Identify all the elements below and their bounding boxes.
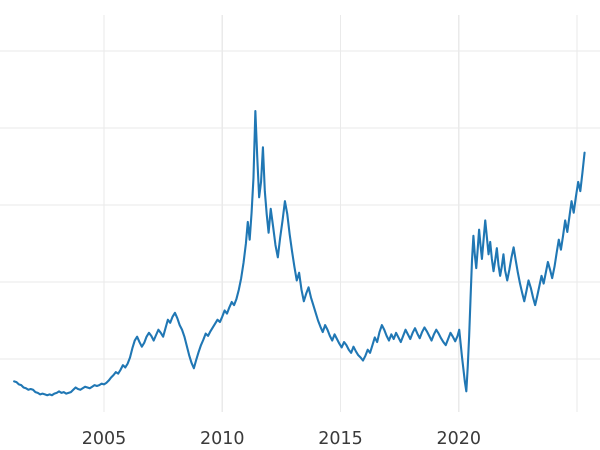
series-group <box>13 110 586 397</box>
x-tick-label-2020: 2020 <box>436 429 481 449</box>
horizontal-gridlines <box>0 50 600 360</box>
x-tick-label-2010: 2010 <box>200 429 245 449</box>
vertical-gridlines <box>103 15 578 412</box>
series-line-1 <box>13 110 586 397</box>
x-tick-label-2015: 2015 <box>318 429 363 449</box>
x-tick-label-2005: 2005 <box>82 429 127 449</box>
x-axis-tick-labels: 2005 2010 2015 2020 <box>82 429 481 449</box>
